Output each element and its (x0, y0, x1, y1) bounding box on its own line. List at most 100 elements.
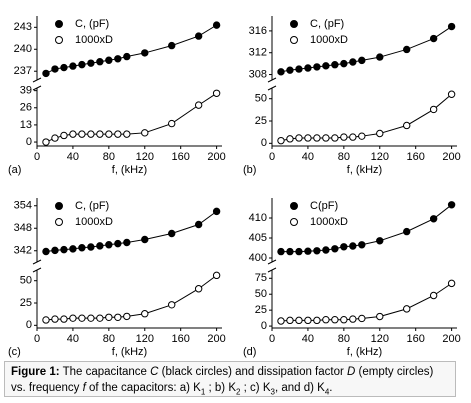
legend-label: C, (pF) (75, 18, 109, 30)
data-point (78, 314, 86, 322)
x-tick-label: 0 (34, 151, 40, 163)
data-point (141, 129, 149, 137)
x-axis-label: f, (kHz) (347, 164, 382, 176)
y-tick-label: 0 (26, 319, 32, 331)
data-point (358, 56, 366, 65)
data-point (105, 130, 113, 138)
x-tick-label: 80 (338, 151, 350, 163)
caption-text: D (347, 366, 356, 378)
data-point (96, 314, 104, 322)
data-point (60, 315, 68, 323)
legend-label: C, (pF) (75, 200, 109, 212)
y-tick-label: 342 (14, 245, 32, 257)
data-point (42, 69, 50, 78)
legend-label: 1000xD (75, 216, 113, 228)
data-point (87, 314, 95, 322)
data-point (212, 207, 221, 216)
legend-label: C(pF) (310, 200, 338, 212)
data-point (331, 134, 339, 142)
legend-marker (290, 202, 298, 210)
data-point (78, 130, 86, 138)
caption-text: C (150, 366, 159, 378)
data-point (96, 130, 104, 138)
caption-text: (black circles) and dissipation factor (158, 366, 348, 378)
caption-text: The capacitance (62, 366, 151, 378)
data-point (304, 316, 312, 325)
data-point (114, 239, 122, 248)
y-tick-label: 50 (255, 93, 267, 105)
data-point (295, 134, 303, 142)
legend-marker (55, 218, 63, 226)
data-point (286, 316, 294, 325)
data-point (304, 247, 312, 255)
x-axis-label: f, (kHz) (112, 346, 147, 358)
data-point (376, 53, 384, 61)
x-tick-label: 160 (407, 151, 425, 163)
panel-label: (c) (8, 346, 21, 358)
data-point (51, 134, 59, 142)
data-point (42, 138, 50, 146)
caption-text: 3 (270, 387, 275, 397)
data-point (295, 316, 303, 325)
data-point (212, 89, 221, 97)
data-point (87, 59, 95, 67)
legend-label: 1000xD (310, 34, 348, 46)
caption-text: . (329, 382, 333, 394)
data-point (168, 301, 176, 309)
series-line (45, 274, 217, 321)
data-point (322, 316, 330, 324)
y-tick-label: 0 (261, 137, 267, 149)
axis-break (32, 267, 42, 273)
data-point (277, 317, 285, 325)
y-tick-label: 50 (255, 288, 267, 300)
caption: Figure 1: The capacitance C (black circl… (4, 361, 456, 397)
data-point (358, 241, 366, 249)
x-tick-label: 40 (67, 151, 79, 163)
data-point (358, 314, 366, 323)
data-point (69, 314, 77, 322)
axis-break (32, 77, 42, 83)
data-point (313, 63, 321, 71)
data-point (51, 315, 59, 323)
data-point (168, 119, 176, 128)
y-tick-label: 400 (249, 252, 267, 264)
data-point (295, 65, 303, 73)
data-point (51, 246, 59, 255)
data-point (331, 245, 339, 253)
legend-marker (55, 20, 63, 28)
data-point (212, 21, 221, 29)
data-point (403, 227, 411, 236)
x-tick-label: 160 (172, 151, 190, 163)
legend-label: C, (pF) (310, 18, 344, 30)
x-tick-label: 80 (103, 151, 115, 163)
data-point (194, 32, 203, 40)
data-point (96, 242, 104, 250)
caption-text: , and d) K (274, 382, 325, 394)
data-point (277, 136, 285, 145)
data-point (447, 279, 456, 288)
data-point (429, 105, 438, 114)
caption-text: 1 (200, 387, 206, 397)
data-point (60, 63, 68, 72)
y-tick-label: 308 (249, 68, 267, 80)
data-point (114, 55, 122, 63)
axis-break (267, 267, 277, 273)
data-point (286, 247, 294, 256)
x-tick-label: 120 (371, 151, 389, 163)
data-point (304, 64, 312, 72)
series-line (280, 93, 452, 142)
y-tick-label: 25 (255, 304, 267, 316)
data-point (447, 90, 456, 98)
data-point (349, 58, 357, 66)
data-point (60, 131, 68, 140)
data-point (141, 235, 149, 244)
data-point (313, 134, 321, 142)
x-tick-label: 160 (172, 333, 190, 345)
data-point (340, 59, 348, 68)
data-point (349, 315, 357, 323)
x-tick-label: 0 (269, 333, 275, 345)
data-point (105, 56, 113, 64)
legend-marker (290, 36, 298, 44)
data-point (194, 220, 203, 229)
